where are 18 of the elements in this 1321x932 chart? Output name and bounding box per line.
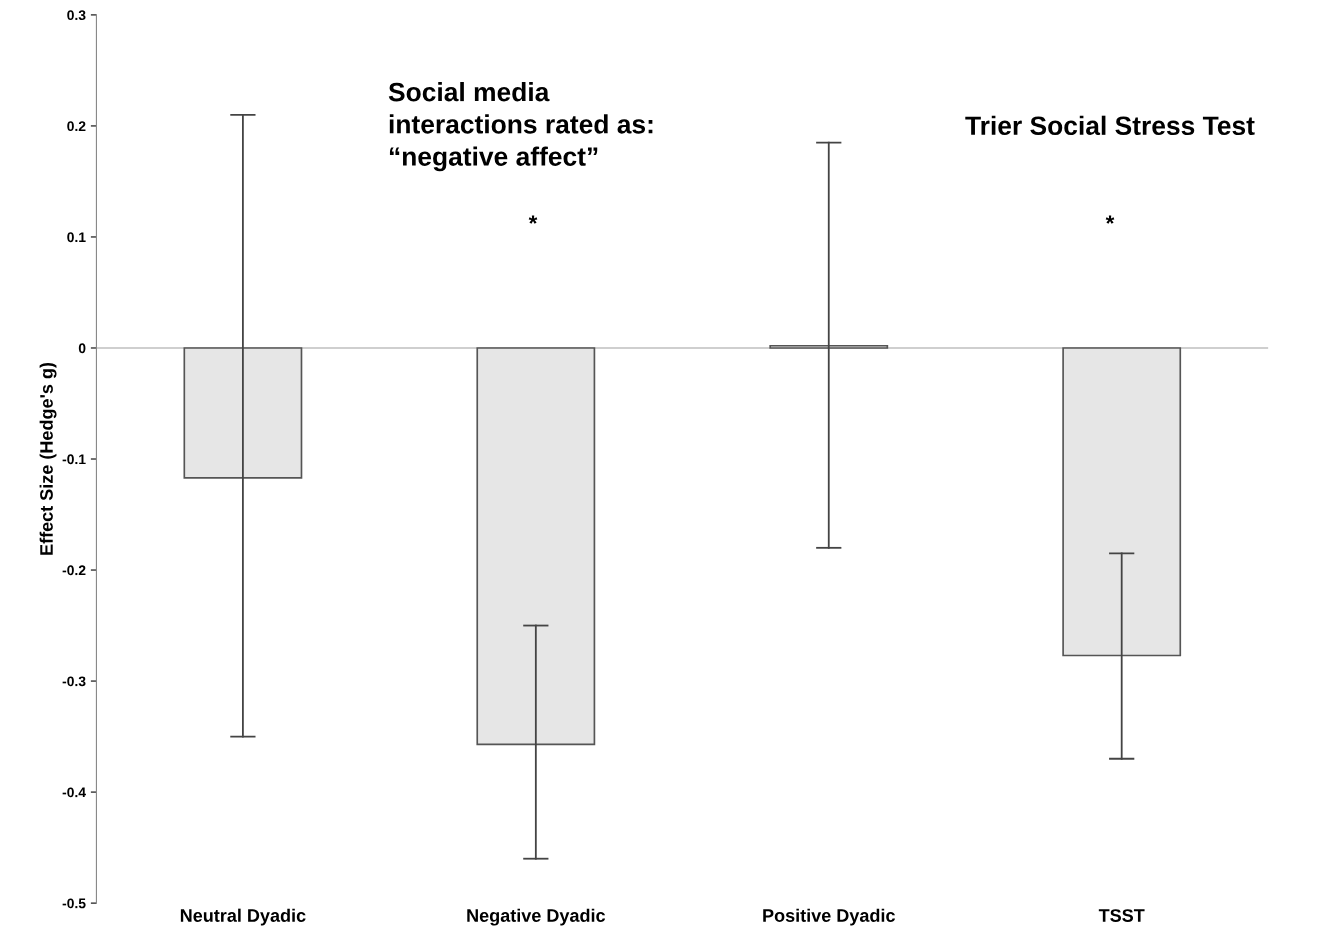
annotation: *: [528, 215, 538, 224]
y-tick-label: 0: [78, 343, 86, 354]
y-axis-title: Effect Size (Hedge's g): [39, 362, 57, 555]
annotation: *: [1105, 215, 1115, 224]
x-tick-label: Neutral Dyadic: [180, 908, 306, 926]
annotation: Trier Social Stress Test: [965, 115, 1255, 136]
x-tick-label: Negative Dyadic: [467, 908, 606, 926]
y-tick-label: -0.2: [62, 565, 86, 576]
y-tick-label: -0.1: [62, 454, 86, 465]
y-tick-label: -0.4: [62, 787, 86, 798]
x-tick-label: Positive Dyadic: [763, 908, 895, 926]
y-tick-label: -0.5: [62, 898, 86, 909]
y-tick-label: 0.1: [67, 232, 86, 243]
y-tick-label: 0.2: [67, 121, 86, 132]
x-tick-label: TSST: [1098, 909, 1145, 922]
y-tick-label: -0.3: [62, 676, 86, 687]
y-tick-label: 0.3: [67, 10, 86, 21]
annotation: Social media interactions rated as: “negative affect”: [388, 82, 653, 172]
